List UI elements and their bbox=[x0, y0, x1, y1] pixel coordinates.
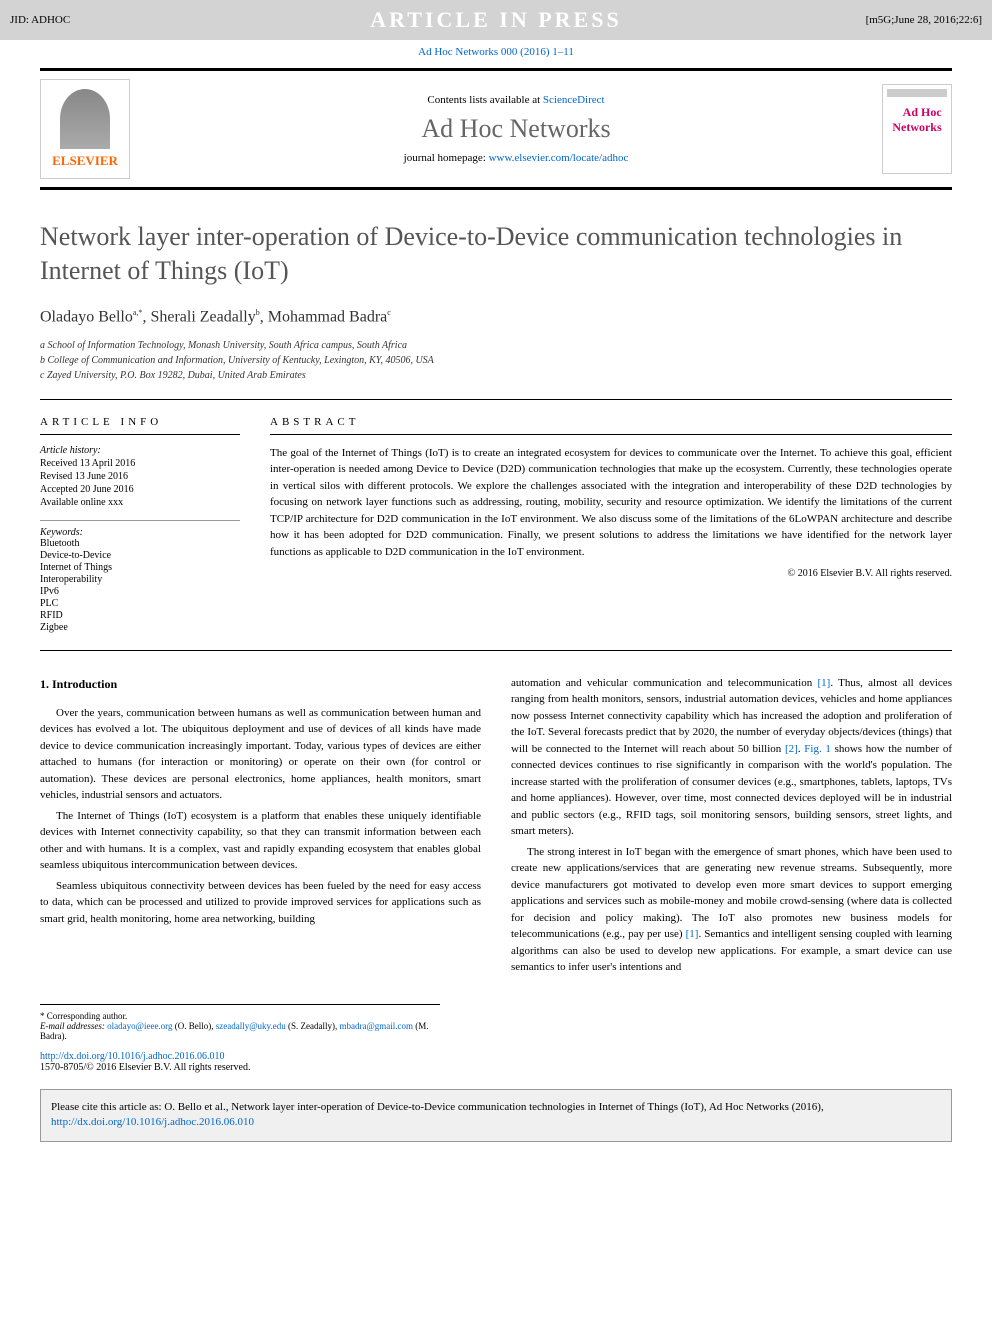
accepted-date: Accepted 20 June 2016 bbox=[40, 484, 240, 495]
author-2: , Sherali Zeadally bbox=[142, 308, 255, 325]
section-1-heading: 1. Introduction bbox=[40, 675, 481, 693]
ref-1b[interactable]: [1] bbox=[686, 928, 699, 940]
para-3: Seamless ubiquitous connectivity between… bbox=[40, 878, 481, 928]
citation-box: Please cite this article as: O. Bello et… bbox=[40, 1089, 952, 1142]
journal-ref-text: Ad Hoc Networks 000 (2016) 1–11 bbox=[418, 46, 574, 58]
para-1: Over the years, communication between hu… bbox=[40, 705, 481, 804]
adhoc-badge-text: Ad Hoc Networks bbox=[892, 105, 941, 135]
article-info: article info Article history: Received 1… bbox=[40, 416, 240, 634]
divider-mid bbox=[40, 650, 952, 651]
article-in-press-banner: ARTICLE IN PRESS bbox=[370, 7, 621, 33]
header-meta: [m5G;June 28, 2016;22:6] bbox=[866, 14, 982, 26]
para-4: automation and vehicular communication a… bbox=[511, 675, 952, 840]
contents-line: Contents lists available at ScienceDirec… bbox=[150, 94, 882, 106]
elsevier-tree-icon bbox=[60, 89, 110, 149]
info-abstract-row: article info Article history: Received 1… bbox=[40, 416, 952, 634]
adhoc-logo: Ad Hoc Networks bbox=[882, 84, 952, 174]
homepage-prefix: journal homepage: bbox=[404, 152, 489, 164]
received-date: Received 13 April 2016 bbox=[40, 458, 240, 469]
abstract-heading: abstract bbox=[270, 416, 952, 435]
corresponding-author: * Corresponding author. bbox=[40, 1011, 440, 1021]
affil-a: a School of Information Technology, Mona… bbox=[40, 338, 952, 353]
abstract-copyright: © 2016 Elsevier B.V. All rights reserved… bbox=[270, 568, 952, 579]
email-3[interactable]: mbadra@gmail.com bbox=[339, 1021, 413, 1031]
citation-doi-link[interactable]: http://dx.doi.org/10.1016/j.adhoc.2016.0… bbox=[51, 1116, 254, 1128]
divider-top bbox=[40, 399, 952, 400]
doi-link[interactable]: http://dx.doi.org/10.1016/j.adhoc.2016.0… bbox=[40, 1051, 225, 1062]
p4-a: automation and vehicular communication a… bbox=[511, 677, 817, 689]
revised-date: Revised 13 June 2016 bbox=[40, 471, 240, 482]
homepage-line: journal homepage: www.elsevier.com/locat… bbox=[150, 152, 882, 164]
journal-reference: Ad Hoc Networks 000 (2016) 1–11 bbox=[0, 40, 992, 64]
homepage-link[interactable]: www.elsevier.com/locate/adhoc bbox=[489, 152, 629, 164]
keyword-5: PLC bbox=[40, 598, 240, 609]
email-2[interactable]: szeadally@uky.edu bbox=[216, 1021, 286, 1031]
jid-label: JID: ADHOC bbox=[10, 14, 70, 26]
keywords-label: Keywords: bbox=[40, 520, 240, 538]
email-2-who: (S. Zeadally), bbox=[286, 1021, 340, 1031]
journal-center: Contents lists available at ScienceDirec… bbox=[150, 94, 882, 164]
keyword-3: Interoperability bbox=[40, 574, 240, 585]
issn-line: 1570-8705/© 2016 Elsevier B.V. All right… bbox=[40, 1062, 952, 1073]
contents-prefix: Contents lists available at bbox=[427, 94, 542, 106]
article-title: Network layer inter-operation of Device-… bbox=[40, 220, 952, 288]
body-two-column: 1. Introduction Over the years, communic… bbox=[40, 675, 952, 980]
p4-d: shows how the number of connected device… bbox=[511, 743, 952, 838]
article-info-heading: article info bbox=[40, 416, 240, 435]
authors-line: Oladayo Belloa,*, Sherali Zeadallyb, Moh… bbox=[40, 308, 952, 326]
affil-c: c Zayed University, P.O. Box 19282, Duba… bbox=[40, 368, 952, 383]
email-1[interactable]: oladayo@ieee.org bbox=[107, 1021, 172, 1031]
header-bar: JID: ADHOC ARTICLE IN PRESS [m5G;June 28… bbox=[0, 0, 992, 40]
keyword-4: IPv6 bbox=[40, 586, 240, 597]
abstract-text: The goal of the Internet of Things (IoT)… bbox=[270, 445, 952, 561]
journal-header-box: ELSEVIER Contents lists available at Sci… bbox=[40, 68, 952, 190]
adhoc-l1: Ad Hoc bbox=[903, 105, 942, 119]
elsevier-text: ELSEVIER bbox=[52, 153, 118, 169]
p5-a: The strong interest in IoT began with th… bbox=[511, 846, 952, 941]
keyword-2: Internet of Things bbox=[40, 562, 240, 573]
adhoc-l2: Networks bbox=[892, 120, 941, 134]
author-3: , Mohammad Badra bbox=[260, 308, 388, 325]
history-label: Article history: bbox=[40, 445, 240, 456]
adhoc-badge-bar bbox=[887, 89, 947, 97]
keyword-1: Device-to-Device bbox=[40, 550, 240, 561]
affil-b: b College of Communication and Informati… bbox=[40, 353, 952, 368]
footnotes: * Corresponding author. E-mail addresses… bbox=[40, 1004, 440, 1041]
title-section: Network layer inter-operation of Device-… bbox=[40, 220, 952, 383]
keyword-0: Bluetooth bbox=[40, 538, 240, 549]
online-date: Available online xxx bbox=[40, 497, 240, 508]
fig-1-ref[interactable]: Fig. 1 bbox=[804, 743, 831, 755]
email-1-who: (O. Bello), bbox=[173, 1021, 216, 1031]
elsevier-logo: ELSEVIER bbox=[40, 79, 130, 179]
column-right: automation and vehicular communication a… bbox=[511, 675, 952, 980]
doi-section: http://dx.doi.org/10.1016/j.adhoc.2016.0… bbox=[40, 1051, 952, 1073]
email-line: E-mail addresses: oladayo@ieee.org (O. B… bbox=[40, 1021, 440, 1041]
ref-1[interactable]: [1] bbox=[817, 677, 830, 689]
keyword-6: RFID bbox=[40, 610, 240, 621]
sciencedirect-link[interactable]: ScienceDirect bbox=[543, 94, 605, 106]
author-3-sup: c bbox=[387, 308, 391, 317]
keyword-7: Zigbee bbox=[40, 622, 240, 633]
para-2: The Internet of Things (IoT) ecosystem i… bbox=[40, 808, 481, 874]
abstract-section: abstract The goal of the Internet of Thi… bbox=[270, 416, 952, 634]
ref-2[interactable]: [2] bbox=[785, 743, 798, 755]
author-1: Oladayo Bello bbox=[40, 308, 133, 325]
email-label: E-mail addresses: bbox=[40, 1021, 107, 1031]
column-left: 1. Introduction Over the years, communic… bbox=[40, 675, 481, 980]
para-5: The strong interest in IoT began with th… bbox=[511, 844, 952, 976]
affiliations: a School of Information Technology, Mona… bbox=[40, 338, 952, 383]
citation-text: Please cite this article as: O. Bello et… bbox=[51, 1101, 824, 1113]
journal-name: Ad Hoc Networks bbox=[150, 114, 882, 144]
author-1-sup: a,* bbox=[133, 308, 143, 317]
